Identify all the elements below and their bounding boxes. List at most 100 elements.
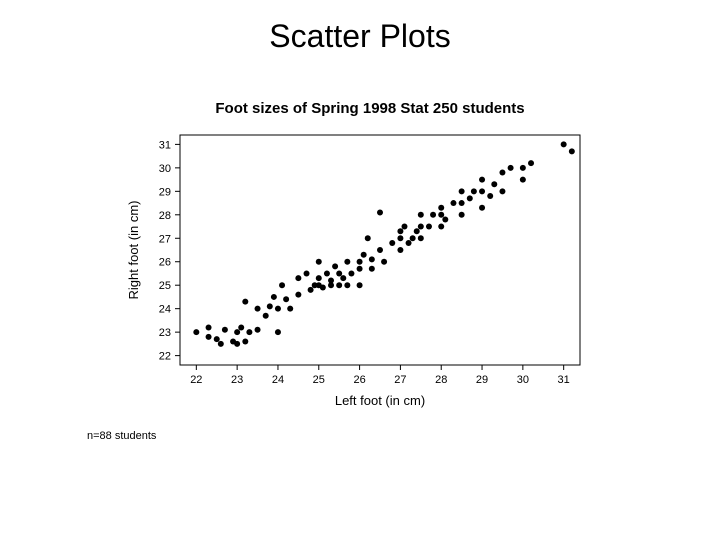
slide-title: Scatter Plots [0,0,720,55]
data-point [410,235,416,241]
data-point [271,294,277,300]
data-point [467,195,473,201]
data-point [328,278,334,284]
data-point [246,329,252,335]
data-point [377,209,383,215]
data-point [332,263,338,269]
data-point [528,160,534,166]
chart-title: Foot sizes of Spring 1998 Stat 250 stude… [120,100,620,117]
y-tick-label: 24 [159,304,171,316]
data-point [193,329,199,335]
data-point [479,205,485,211]
sample-size-note: n=88 students [87,430,156,442]
data-point [242,339,248,345]
data-point [283,296,289,302]
data-point [459,212,465,218]
data-point [316,275,322,281]
data-point [459,188,465,194]
data-point [295,275,301,281]
data-point [491,181,497,187]
data-point [287,306,293,312]
x-tick-label: 25 [313,374,325,386]
scatter-plot: 2223242526272829303122232425262728293031… [120,125,620,420]
data-point [255,327,261,333]
data-point [275,329,281,335]
data-point [397,247,403,253]
data-point [234,329,240,335]
data-point [340,275,346,281]
data-point [336,270,342,276]
x-tick-label: 27 [394,374,406,386]
data-point [255,306,261,312]
data-point [206,324,212,330]
data-point [418,235,424,241]
data-point [304,270,310,276]
data-point [344,259,350,265]
data-point [479,188,485,194]
data-point [308,287,314,293]
data-point [357,282,363,288]
data-point [426,224,432,230]
data-point [487,193,493,199]
data-point [520,165,526,171]
data-point [389,240,395,246]
data-point [369,256,375,262]
x-tick-label: 29 [476,374,488,386]
data-point [459,200,465,206]
y-tick-label: 28 [159,210,171,222]
y-tick-label: 27 [159,233,171,245]
x-tick-label: 31 [558,374,570,386]
data-point [361,252,367,258]
data-point [275,306,281,312]
data-point [438,212,444,218]
data-point [499,188,505,194]
data-point [450,200,456,206]
data-point [316,259,322,265]
data-point [365,235,371,241]
data-point [438,205,444,211]
data-point [279,282,285,288]
data-point [238,324,244,330]
chart-container: Foot sizes of Spring 1998 Stat 250 stude… [120,100,620,420]
x-tick-label: 23 [231,374,243,386]
x-tick-label: 28 [435,374,447,386]
data-point [430,212,436,218]
data-point [336,282,342,288]
data-point [218,341,224,347]
data-point [418,224,424,230]
data-point [377,247,383,253]
data-point [344,282,350,288]
x-tick-label: 26 [353,374,365,386]
data-point [406,240,412,246]
y-tick-label: 22 [159,351,171,363]
data-point [561,141,567,147]
y-tick-label: 30 [159,163,171,175]
x-tick-label: 24 [272,374,284,386]
x-axis-label: Left foot (in cm) [335,393,425,408]
x-tick-label: 30 [517,374,529,386]
data-point [348,270,354,276]
data-point [357,266,363,272]
data-point [381,259,387,265]
data-point [508,165,514,171]
y-tick-label: 26 [159,257,171,269]
data-point [267,303,273,309]
y-tick-label: 31 [159,139,171,151]
y-tick-label: 25 [159,280,171,292]
y-axis-label: Right foot (in cm) [126,201,141,300]
data-point [222,327,228,333]
data-point [414,228,420,234]
data-point [520,177,526,183]
data-point [499,170,505,176]
data-point [320,285,326,291]
data-point [206,334,212,340]
data-point [214,336,220,342]
data-point [397,235,403,241]
data-point [234,341,240,347]
y-tick-label: 23 [159,327,171,339]
data-point [471,188,477,194]
x-tick-label: 22 [190,374,202,386]
data-point [479,177,485,183]
data-point [438,224,444,230]
data-point [324,270,330,276]
